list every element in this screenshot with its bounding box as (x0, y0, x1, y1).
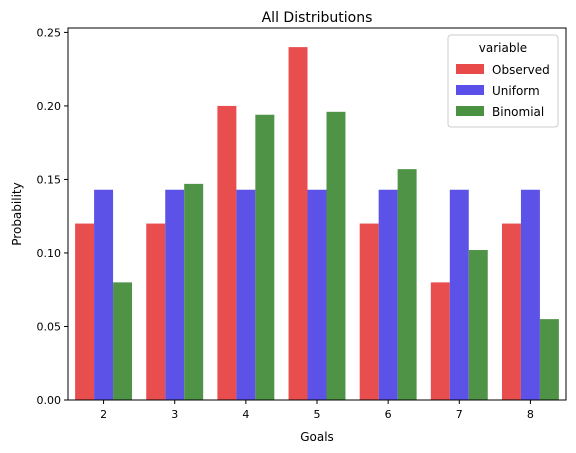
bar-binomial-3 (184, 183, 204, 400)
bar-uniform-3 (165, 189, 185, 400)
legend: variable Observed Uniform Binomial (447, 34, 559, 128)
x-tick-label: 3 (171, 408, 178, 421)
bar-binomial-7 (468, 250, 488, 400)
x-tick-label: 4 (242, 408, 249, 421)
legend-label-binomial: Binomial (492, 105, 544, 119)
bar-uniform-7 (449, 189, 469, 400)
x-axis: 2 3 4 5 6 7 8 (100, 400, 534, 421)
bar-observed-7 (430, 282, 450, 400)
y-tick-label: 0.10 (37, 247, 62, 260)
bar-binomial-8 (539, 319, 559, 400)
bar-observed-2 (75, 223, 95, 400)
bar-observed-8 (501, 223, 521, 400)
bar-uniform-4 (236, 189, 256, 400)
chart-title: All Distributions (262, 10, 373, 26)
bar-uniform-8 (520, 189, 540, 400)
bar-observed-4 (217, 105, 237, 400)
legend-box (447, 34, 559, 128)
y-axis-label: Probability (10, 182, 24, 245)
bar-binomial-4 (255, 114, 275, 401)
bar-binomial-2 (113, 282, 133, 400)
plot-frame (67, 27, 567, 401)
legend-label-uniform: Uniform (492, 84, 540, 98)
legend-swatch-uniform (456, 85, 484, 95)
bar-uniform-6 (378, 189, 398, 400)
bar-observed-5 (288, 47, 308, 400)
y-tick-label: 0.00 (37, 394, 62, 407)
y-tick-label: 0.05 (37, 320, 62, 333)
x-tick-label: 8 (527, 408, 534, 421)
legend-label-observed: Observed (492, 63, 550, 77)
x-tick-label: 7 (456, 408, 463, 421)
bar-binomial-5 (326, 111, 346, 401)
y-tick-label: 0.25 (37, 26, 62, 39)
legend-swatch-binomial (456, 106, 484, 116)
x-tick-label: 2 (100, 408, 107, 421)
bars-group (75, 47, 559, 401)
bar-binomial-6 (397, 169, 417, 400)
x-tick-label: 5 (314, 408, 321, 421)
bar-uniform-2 (94, 189, 114, 400)
legend-title: variable (479, 41, 527, 55)
x-tick-label: 6 (385, 408, 392, 421)
y-tick-label: 0.15 (37, 173, 62, 186)
y-axis: 0.00 0.05 0.10 0.15 0.20 0.25 (37, 26, 68, 407)
legend-swatch-observed (456, 64, 484, 74)
bar-observed-3 (146, 223, 166, 400)
bar-uniform-5 (307, 189, 327, 400)
x-axis-label: Goals (300, 430, 334, 444)
y-tick-label: 0.20 (37, 100, 62, 113)
bar-observed-6 (359, 223, 379, 400)
